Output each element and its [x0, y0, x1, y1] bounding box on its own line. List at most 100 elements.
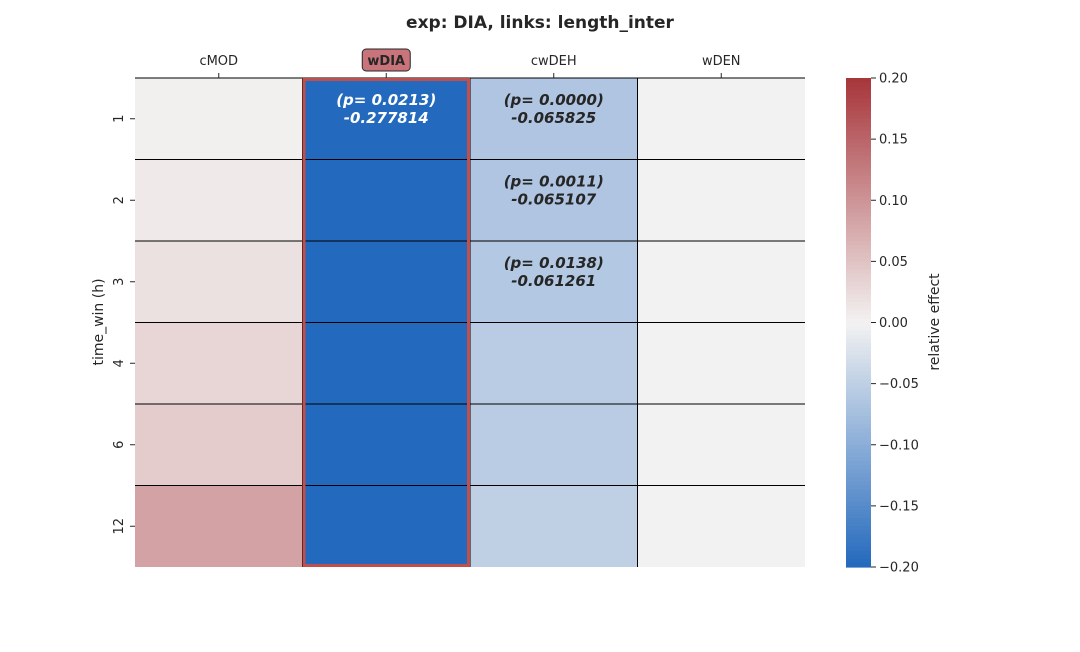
- colorbar-segment: [846, 118, 871, 124]
- row-tick-label: 12: [112, 518, 127, 535]
- colorbar-segment: [846, 485, 871, 491]
- heatmap-cell: [470, 322, 638, 404]
- colorbar-segment: [846, 351, 871, 356]
- heatmap-cell: [637, 485, 805, 567]
- row-tick-label: 2: [112, 196, 127, 204]
- highlighted-column-outline: [302, 78, 470, 567]
- annotation-value: -0.065107: [511, 190, 597, 208]
- colorbar-segment: [846, 306, 871, 311]
- colorbar-segment: [846, 338, 871, 344]
- colorbar-segment: [846, 420, 871, 425]
- heatmap-cell: [302, 78, 470, 160]
- colorbar-segment: [846, 273, 871, 279]
- colorbar-segment: [846, 216, 871, 222]
- colorbar-segment: [846, 293, 871, 299]
- colorbar-segment: [846, 277, 871, 283]
- annotation-value: -0.277814: [344, 109, 429, 127]
- colorbar-segment: [846, 114, 871, 120]
- heatmap-cell: [470, 159, 638, 241]
- colorbar-segment: [846, 302, 871, 307]
- heatmap-cell: [135, 78, 303, 160]
- colorbar-segment: [846, 522, 871, 527]
- colorbar-segment: [846, 228, 871, 234]
- colorbar-segment: [846, 253, 871, 258]
- colorbar-segment: [846, 102, 871, 108]
- colorbar-segment: [846, 179, 871, 185]
- colorbar-segment: [846, 245, 871, 250]
- colorbar-segment: [846, 204, 871, 209]
- colorbar-segment: [846, 285, 871, 291]
- colorbar-segment: [846, 514, 871, 519]
- colorbar-segment: [846, 473, 871, 478]
- colorbar-segment: [846, 412, 871, 417]
- colorbar-segment: [846, 171, 871, 177]
- colorbar-segment: [846, 281, 871, 287]
- heatmap-cell: [302, 322, 470, 404]
- colorbar-segment: [846, 436, 871, 442]
- heatmap-annotations: (p= 0.0213)-0.277814 (p= 0.0000)-0.065825…: [336, 91, 604, 290]
- colorbar-segment: [846, 192, 871, 197]
- row-tick-label: 3: [112, 278, 127, 286]
- colorbar-segment: [846, 139, 871, 144]
- colorbar-segment: [846, 534, 871, 540]
- colorbar-tick-label: 0.05: [879, 255, 908, 270]
- colorbar-segment: [846, 428, 871, 434]
- colorbar-segment: [846, 289, 871, 295]
- colorbar-segment: [846, 444, 871, 450]
- colorbar-segment: [846, 481, 871, 487]
- heatmap-cell: [470, 404, 638, 486]
- y-axis-label: time_win (h): [91, 278, 107, 365]
- colorbar-segment: [846, 477, 871, 483]
- colorbar-segment: [846, 322, 871, 328]
- colorbar-segment: [846, 314, 871, 320]
- row-tick-label: 6: [112, 441, 127, 449]
- colorbar-segment: [846, 224, 871, 230]
- colorbar-segment: [846, 371, 871, 377]
- heatmap-cell: [637, 78, 805, 160]
- heatmap-cell: [135, 241, 303, 323]
- colorbar-segment: [846, 126, 871, 132]
- colorbar-segment: [846, 424, 871, 430]
- colorbar-segment: [846, 404, 871, 409]
- colorbar-segment: [846, 147, 871, 152]
- colorbar: 0.20 0.15 0.10 0.05 0.00 −0.05 −0.10 −0.15 −0.20: [846, 72, 919, 576]
- colorbar-segment: [846, 232, 871, 238]
- colorbar-segment: [846, 318, 871, 324]
- colorbar-segment: [846, 212, 871, 218]
- column-tick-label: cMOD: [199, 54, 238, 69]
- heatmap-cell: [470, 78, 638, 160]
- colorbar-segment: [846, 416, 871, 421]
- colorbar-segment: [846, 261, 871, 267]
- column-ticks: cMOD wDIA cwDEH wDEN: [199, 48, 741, 78]
- colorbar-segment: [846, 86, 871, 91]
- colorbar-tick-label: −0.05: [879, 377, 919, 392]
- row-tick-label: 1: [112, 115, 127, 123]
- colorbar-segment: [846, 550, 871, 556]
- colorbar-segment: [846, 310, 871, 315]
- colorbar-tick-label: 0.10: [879, 194, 908, 209]
- highlighted-column-label-box: [361, 48, 411, 72]
- colorbar-segment: [846, 82, 871, 87]
- colorbar-segment: [846, 542, 871, 548]
- colorbar-tick-label: −0.10: [879, 438, 919, 453]
- colorbar-segment: [846, 375, 871, 381]
- colorbar-segment: [846, 518, 871, 523]
- colorbar-segment: [846, 383, 871, 389]
- heatmap-cell: [302, 485, 470, 567]
- heatmap-cell: [135, 322, 303, 404]
- colorbar-segment: [846, 330, 871, 336]
- colorbar-segment: [846, 346, 871, 352]
- annotation-value: -0.061261: [511, 272, 596, 290]
- heatmap-cells: [135, 77, 805, 567]
- colorbar-segment: [846, 200, 871, 205]
- colorbar-tick-label: 0.15: [879, 133, 908, 148]
- colorbar-segment: [846, 408, 871, 413]
- colorbar-segment: [846, 334, 871, 340]
- colorbar-segment: [846, 249, 871, 254]
- colorbar-segment: [846, 98, 871, 104]
- colorbar-segment: [846, 163, 871, 169]
- colorbar-segment: [846, 432, 871, 438]
- annotation-p-value: (p= 0.0138): [504, 254, 604, 272]
- colorbar-tick-label: −0.20: [879, 561, 919, 576]
